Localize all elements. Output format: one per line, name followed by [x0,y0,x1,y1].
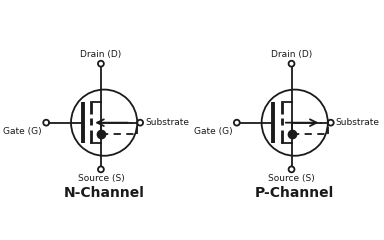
Text: Source (S): Source (S) [268,174,315,183]
Text: Drain (D): Drain (D) [80,50,121,59]
Text: N-Channel: N-Channel [64,186,144,200]
Text: Drain (D): Drain (D) [271,50,312,59]
Text: Gate (G): Gate (G) [3,127,41,136]
Text: Source (S): Source (S) [78,174,124,183]
Text: Substrate: Substrate [336,118,380,127]
Text: Substrate: Substrate [145,118,189,127]
Text: P-Channel: P-Channel [255,186,334,200]
Text: Gate (G): Gate (G) [194,127,232,136]
